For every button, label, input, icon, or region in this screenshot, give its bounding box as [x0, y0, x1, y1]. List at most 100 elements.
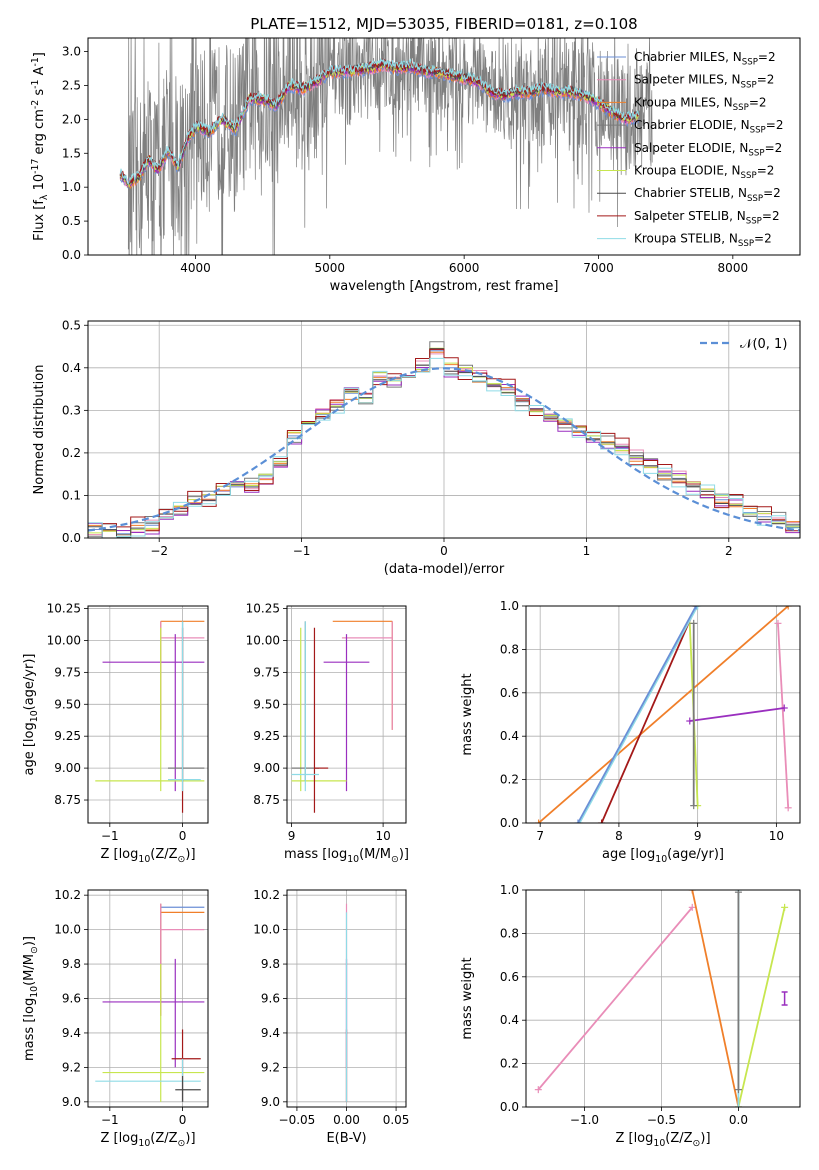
- axes-residuals: −2 −1 0 1 2 0.0 0.1 0.2 0.3 0.4 0.5 (data-model)/er…: [32, 318, 801, 577]
- y-tick-label: 0.5: [62, 318, 81, 332]
- x-tick-label: −0.05: [279, 1113, 316, 1127]
- x-tick-label: 4000: [180, 261, 211, 275]
- y-axis-label: Flux [fλ 10-17 erg cm-2 s-1 A-1]: [30, 52, 50, 241]
- x-axis-label: Z [log10(Z/Z⊙)]: [100, 847, 195, 865]
- y-tick-label: 9.00: [54, 761, 81, 775]
- errorbar-salpeter_elodie: [781, 991, 788, 1006]
- observed-spectrum: [127, 38, 653, 255]
- y-tick-label: 9.4: [261, 1026, 280, 1040]
- y-tick-label: 10.25: [246, 602, 280, 616]
- y-tick-label: 9.2: [261, 1060, 280, 1074]
- axes-age_vs_Z: −1 0 8.75 9.00 9.25 9.50 9.75 10.00 10.25 Z [log1…: [22, 602, 209, 865]
- legend-label-kroupa_elodie: Kroupa ELODIE, NSSP=2: [634, 164, 774, 182]
- x-tick-label: 0: [440, 544, 448, 558]
- y-tick-label: 0.0: [500, 816, 519, 830]
- model-spectrum-salpeter_stelib: [119, 57, 639, 185]
- x-tick-label: −1: [293, 544, 311, 558]
- weight-line-kroupa_miles: [688, 890, 742, 1107]
- axes-age_vs_mass: 9 10 8.75 9.00 9.25 9.50 9.75 10.00 10.25 mass [l…: [246, 602, 409, 865]
- legend-label-salpeter_elodie: Salpeter ELODIE, NSSP=2: [634, 141, 782, 159]
- x-tick-label: 10: [769, 829, 784, 843]
- y-tick-label: 9.25: [253, 729, 280, 743]
- x-tick-label: 7: [536, 829, 544, 843]
- x-axis-label: E(B-V): [326, 1131, 366, 1146]
- y-tick-label: 2.5: [62, 78, 81, 92]
- x-tick-label: −2: [150, 544, 168, 558]
- axes-frame: [286, 889, 407, 1108]
- errorbar-chabrier_stelib: [175, 1076, 201, 1102]
- x-tick-label: 7000: [583, 261, 614, 275]
- y-tick-label: 0.0: [62, 531, 81, 545]
- errorbar-kroupa_stelib: [95, 1058, 201, 1102]
- x-axis-label: mass [log10(M/M⊙)]: [284, 847, 409, 865]
- x-axis-label: wavelength [Angstrom, rest frame]: [330, 279, 559, 294]
- errorbar-salpeter_elodie: [102, 958, 205, 1068]
- axes-frame: [87, 37, 801, 256]
- axes-frame: [87, 320, 801, 539]
- axes-frame: [525, 605, 801, 824]
- legend-label-salpeter_miles: Salpeter MILES, NSSP=2: [634, 73, 774, 91]
- y-axis-label: mass weight: [460, 673, 475, 755]
- axes-mass_vs_Z: −1 0 9.0 9.2 9.4 9.6 9.8 10.0 10.2 Z [log10(Z/Z⊙)…: [22, 888, 209, 1149]
- y-tick-label: 0.4: [62, 361, 81, 375]
- x-tick-label: 2: [725, 544, 733, 558]
- y-tick-label: 9.4: [62, 1026, 81, 1040]
- axes-frame: [286, 605, 407, 824]
- y-tick-label: 2.0: [62, 112, 81, 126]
- y-tick-label: 0.2: [500, 773, 519, 787]
- x-tick-label: 5000: [315, 261, 346, 275]
- axes-frame: [525, 889, 801, 1108]
- errorbar-chabrier_elodie: [168, 621, 205, 781]
- y-tick-label: 9.0: [62, 1095, 81, 1109]
- y-tick-label: 0.8: [500, 642, 519, 656]
- y-tick-label: 8.75: [253, 793, 280, 807]
- y-axis-label: Normed distribution: [32, 365, 47, 495]
- y-tick-label: 3.0: [62, 45, 81, 59]
- y-tick-label: 10.25: [47, 602, 81, 616]
- y-tick-label: 0.0: [62, 248, 81, 262]
- y-tick-label: 0.5: [62, 214, 81, 228]
- x-tick-label: 0.00: [333, 1113, 360, 1127]
- plot-area-weight_vs_age: [535, 606, 792, 823]
- y-tick-label: 9.2: [62, 1060, 81, 1074]
- y-tick-label: 0.4: [500, 1013, 519, 1027]
- plot-area-age_vs_Z: [95, 620, 205, 813]
- plot-area-mass_vs_Z: [95, 903, 205, 1102]
- y-tick-label: 0.4: [500, 729, 519, 743]
- y-tick-label: 0.2: [62, 446, 81, 460]
- errorbar-salpeter_stelib: [171, 1029, 201, 1102]
- x-axis-label: Z [log10(Z/Z⊙)]: [615, 1131, 710, 1149]
- weight-line-salpeter_elodie: [686, 704, 788, 725]
- y-tick-label: 0.6: [500, 686, 519, 700]
- y-tick-label: 9.0: [261, 1095, 280, 1109]
- y-tick-label: 1.0: [500, 883, 519, 897]
- x-tick-label: 9: [694, 829, 702, 843]
- legend-label-salpeter_stelib: Salpeter STELIB, NSSP=2: [634, 209, 780, 227]
- y-tick-label: 9.00: [253, 761, 280, 775]
- y-tick-label: 10.0: [54, 923, 81, 937]
- figure-title: PLATE=1512, MJD=53035, FIBERID=0181, z=0…: [250, 15, 637, 33]
- y-tick-label: 0.2: [500, 1057, 519, 1071]
- x-tick-label: −1: [101, 1113, 119, 1127]
- y-tick-label: 9.50: [253, 697, 280, 711]
- weight-line-chabrier_elodie: [690, 619, 698, 810]
- y-tick-label: 10.00: [246, 633, 280, 647]
- x-axis-label: Z [log10(Z/Z⊙)]: [100, 1131, 195, 1149]
- y-axis-label: mass weight: [460, 957, 475, 1039]
- histogram-salpeter_stelib: [88, 348, 800, 538]
- y-tick-label: 10.2: [253, 888, 280, 902]
- errorbar-kroupa_elodie: [291, 627, 347, 792]
- weight-line-kroupa_elodie: [734, 903, 789, 1107]
- axes-frame: [87, 889, 209, 1108]
- axes-mass_vs_ebv: −0.05 0.00 0.05 9.0 9.2 9.4 9.6 9.8 10.0 10.2 E(B-…: [253, 888, 409, 1146]
- legend-label-kroupa_miles: Kroupa MILES, NSSP=2: [634, 95, 767, 113]
- x-tick-label: 0: [179, 1113, 187, 1127]
- model-spectrum-kroupa_stelib: [119, 57, 639, 185]
- legend-label-chabrier_stelib: Chabrier STELIB, NSSP=2: [634, 186, 781, 204]
- plot-area-residuals: [88, 341, 800, 538]
- y-tick-label: 0.8: [500, 926, 519, 940]
- errorbar-salpeter_miles: [341, 621, 393, 730]
- y-tick-label: 1.0: [500, 599, 519, 613]
- y-tick-label: 9.75: [253, 665, 280, 679]
